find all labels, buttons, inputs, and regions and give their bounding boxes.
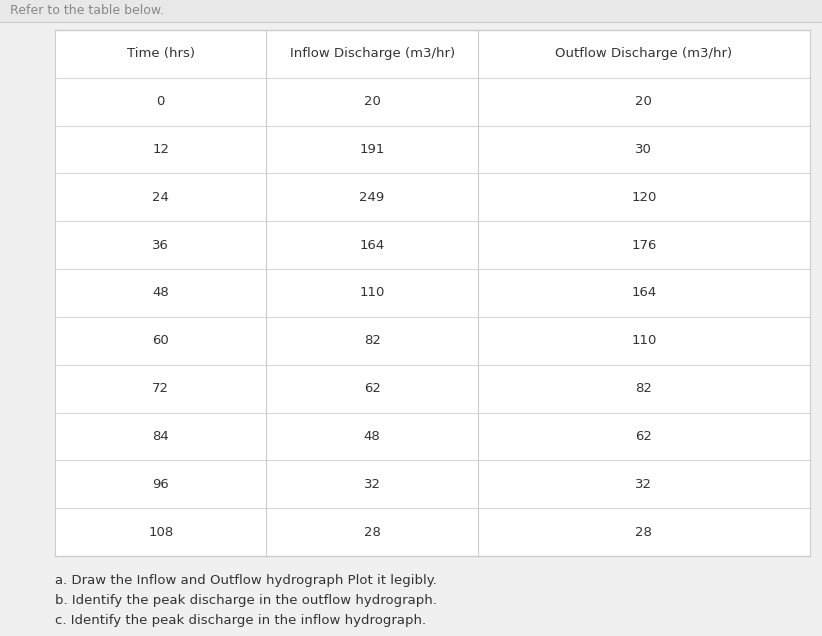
Text: 48: 48 [363,430,381,443]
Text: 164: 164 [359,238,385,252]
Text: 32: 32 [635,478,653,491]
Text: 24: 24 [152,191,169,204]
Bar [55,30,810,556]
Text: Refer to the table below.: Refer to the table below. [10,4,164,18]
Text: 12: 12 [152,143,169,156]
Text: 62: 62 [363,382,381,395]
Text: 30: 30 [635,143,653,156]
Text: 96: 96 [152,478,169,491]
Text: 20: 20 [635,95,653,108]
Text: 176: 176 [631,238,657,252]
Text: 84: 84 [152,430,169,443]
Text: 48: 48 [152,286,169,300]
Text: Outflow Discharge (m3/hr): Outflow Discharge (m3/hr) [556,48,732,60]
Text: 20: 20 [363,95,381,108]
Text: 36: 36 [152,238,169,252]
Text: 191: 191 [359,143,385,156]
Text: 72: 72 [152,382,169,395]
Text: 82: 82 [635,382,653,395]
Text: Time (hrs): Time (hrs) [127,48,195,60]
Text: 0: 0 [156,95,165,108]
Text: 120: 120 [631,191,657,204]
Text: 82: 82 [363,335,381,347]
Text: b. Identify the peak discharge in the outflow hydrograph.: b. Identify the peak discharge in the ou… [55,594,436,607]
Bar [0,0,822,22]
Text: a. Draw the Inflow and Outflow hydrograph Plot it legibly.: a. Draw the Inflow and Outflow hydrograp… [55,574,436,587]
Text: 28: 28 [635,525,653,539]
Text: 249: 249 [359,191,385,204]
Text: 62: 62 [635,430,653,443]
Text: 164: 164 [631,286,657,300]
Text: 110: 110 [359,286,385,300]
Text: c. Identify the peak discharge in the inflow hydrograph.: c. Identify the peak discharge in the in… [55,614,426,627]
Text: 108: 108 [148,525,173,539]
Text: Inflow Discharge (m3/hr): Inflow Discharge (m3/hr) [289,48,455,60]
Text: 32: 32 [363,478,381,491]
Text: 110: 110 [631,335,657,347]
Text: 60: 60 [152,335,169,347]
Text: 28: 28 [363,525,381,539]
